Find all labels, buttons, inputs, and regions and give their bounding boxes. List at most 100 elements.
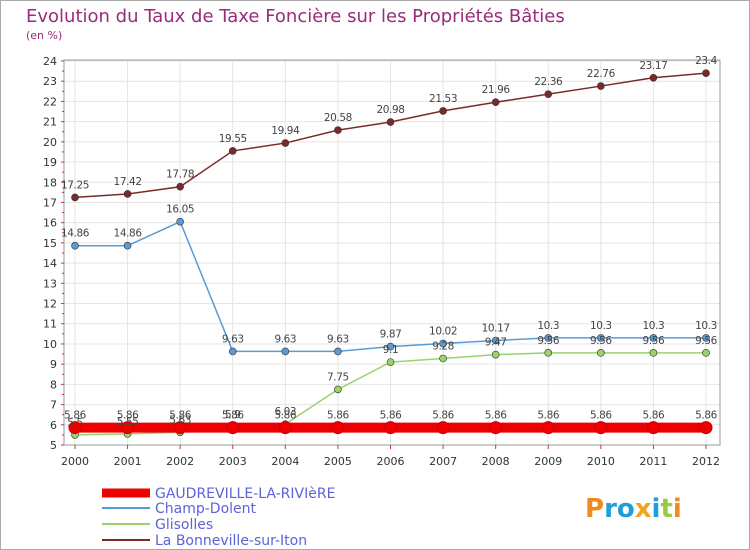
legend-label: La Bonneville-sur-Iton [155, 533, 307, 549]
data-label-1: 10.02 [429, 326, 457, 338]
series-point-2 [597, 349, 605, 357]
series-point-2 [649, 349, 658, 357]
series-point-0 [646, 421, 660, 435]
series-point-1 [649, 334, 658, 342]
data-label-0: 5.86 [222, 410, 244, 422]
data-label-2: 9.56 [537, 335, 559, 347]
y-tick-label: 11 [43, 318, 57, 331]
data-label-0: 5.86 [485, 410, 507, 422]
series-point-1 [228, 347, 237, 356]
logo-letter: r [604, 494, 617, 524]
series-point-0 [226, 421, 240, 435]
legend: GAUDREVILLE-LA-RIVIèREChamp-DolentGlisol… [102, 486, 335, 549]
data-label-1: 10.3 [590, 320, 612, 332]
series-point-3 [123, 190, 132, 198]
data-label-0: 5.86 [590, 410, 612, 422]
series-point-1 [123, 241, 132, 250]
data-label-2: 5.5 [67, 417, 83, 429]
y-tick-label: 24 [43, 55, 57, 68]
data-label-3: 20.98 [376, 104, 404, 116]
data-label-2: 5.9 [225, 409, 241, 421]
data-label-3: 19.94 [271, 125, 300, 137]
chart-subtitle: (en %) [26, 29, 62, 42]
y-tick-label: 22 [43, 95, 57, 108]
series-point-0 [278, 421, 292, 435]
series-point-3 [439, 107, 447, 115]
data-label-0: 5.86 [327, 410, 349, 422]
data-label-0: 5.86 [537, 410, 559, 422]
legend-label: Champ-Dolent [155, 501, 257, 517]
x-tick-label: 2006 [377, 455, 405, 468]
x-tick-label: 2005 [324, 455, 352, 468]
series-point-2 [702, 349, 710, 357]
data-label-2: 7.75 [327, 371, 349, 383]
data-label-2: 5.63 [169, 414, 191, 426]
y-tick-label: 17 [43, 196, 57, 209]
chart-title: Evolution du Taux de Taxe Foncière sur l… [26, 6, 565, 27]
series-point-2 [386, 358, 395, 366]
data-label-2: 9.47 [485, 337, 507, 349]
data-label-0: 5.86 [117, 410, 139, 422]
x-tick-label: 2002 [166, 455, 194, 468]
y-tick-label: 18 [43, 176, 57, 189]
y-tick-label: 20 [43, 136, 57, 149]
data-label-2: 9.56 [643, 335, 665, 347]
proxiti-logo: Proxiti [585, 494, 682, 524]
series-point-3 [649, 73, 658, 82]
series-point-0 [436, 421, 450, 435]
data-label-3: 17.78 [166, 169, 194, 181]
x-tick-label: 2008 [482, 455, 510, 468]
y-tick-label: 12 [43, 298, 57, 311]
y-tick-label: 21 [43, 116, 57, 129]
data-label-0: 5.86 [643, 410, 665, 422]
y-tick-label: 16 [43, 217, 57, 230]
y-tick-label: 13 [43, 277, 57, 290]
data-label-1: 14.86 [61, 228, 90, 240]
x-tick-label: 2009 [534, 455, 562, 468]
series-point-3 [491, 98, 500, 107]
series-point-1 [281, 347, 290, 356]
series-point-0 [384, 421, 397, 435]
series-point-1 [597, 334, 605, 342]
series-point-1 [491, 336, 500, 345]
data-label-2: 9.1 [383, 344, 399, 356]
gridlines [64, 60, 720, 446]
data-label-3: 23.17 [639, 60, 667, 72]
logo-letter: i [652, 494, 661, 524]
series-point-3 [281, 139, 290, 147]
data-label-1: 9.63 [274, 333, 296, 345]
data-label-0: 5.86 [64, 410, 86, 422]
legend-label: Glisolles [155, 517, 213, 533]
data-label-1: 10.17 [482, 323, 510, 335]
logo-letter: t [660, 494, 672, 524]
data-label-3: 22.36 [534, 76, 563, 88]
series-point-3 [386, 118, 395, 126]
x-tick-label: 2012 [692, 455, 720, 468]
series-lines [68, 69, 713, 439]
series-point-3 [334, 126, 342, 134]
data-label-0: 5.86 [380, 410, 402, 422]
data-label-3: 17.42 [114, 176, 142, 188]
data-label-3: 23.4 [695, 55, 717, 67]
y-tick-label: 9 [50, 358, 57, 371]
x-tick-label: 2000 [61, 455, 89, 468]
data-label-0: 5.86 [432, 410, 454, 422]
series-point-0 [594, 421, 608, 435]
series-point-3 [228, 147, 237, 155]
x-tick-label: 2007 [429, 455, 457, 468]
x-tick-label: 2010 [587, 455, 615, 468]
series-point-0 [489, 421, 503, 435]
data-label-1: 10.3 [537, 320, 559, 332]
y-tick-label: 10 [43, 338, 57, 351]
data-label-2: 9.28 [432, 340, 454, 352]
data-label-1: 10.3 [643, 320, 665, 332]
data-label-3: 20.58 [324, 112, 352, 124]
series-point-1 [439, 339, 447, 348]
series-point-0 [121, 421, 135, 435]
y-tick-label: 8 [50, 378, 57, 391]
series-point-3 [597, 82, 605, 90]
series-point-0 [173, 421, 187, 435]
y-tick-label: 19 [43, 156, 57, 169]
x-tick-label: 2011 [639, 455, 667, 468]
